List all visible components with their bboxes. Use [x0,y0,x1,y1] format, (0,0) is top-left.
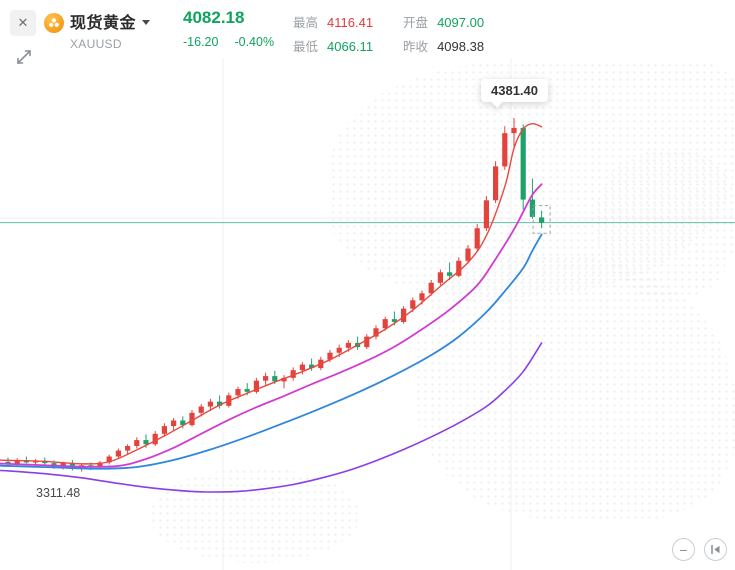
stat-label: 开盘 [403,16,429,30]
candle-body [474,228,480,249]
candle-body [235,389,241,396]
candle-body [410,300,416,309]
close-button[interactable]: ✕ [10,10,36,36]
candle-body [253,380,259,392]
candle-body [281,377,287,382]
candle-body [207,401,213,407]
stat-low: 最低 4066.11 [293,36,373,55]
candle-body [115,450,121,457]
stat-value: 4098.38 [437,39,485,54]
candle-body [189,412,195,426]
candle-body [171,420,177,427]
candle-body [263,376,269,381]
overlay-ma-mid [0,183,543,468]
daily-stats: 最高 4116.41 开盘 4097.00 最低 4066.11 昨收 4098… [293,12,484,55]
candle-body [327,352,333,360]
expand-icon[interactable] [13,46,35,68]
candle-body [244,389,250,392]
candle-body [511,127,517,134]
candle-body [483,200,489,229]
stat-value: 4097.00 [437,15,485,30]
stat-open: 开盘 4097.00 [403,12,484,31]
candle-body [401,308,407,322]
expand-arrows-icon [17,50,31,64]
chevron-down-icon [142,19,151,25]
candle-body [520,127,526,200]
candle-body [134,440,140,447]
change-value: -16.20 [183,35,219,49]
candle-body [437,272,443,283]
candle-body [373,328,379,337]
minus-icon: − [679,541,688,558]
candle-body [529,199,535,217]
candle-body [419,293,425,301]
candle-body [428,282,434,294]
candle-body [180,420,186,426]
stat-label: 最低 [293,40,319,54]
candle-body [143,440,149,445]
price-change: -16.20 -0.40% [183,35,274,49]
zoom-out-button[interactable]: − [672,538,695,561]
candle-body [51,463,57,466]
candle-body [97,462,103,468]
candle-body [382,319,388,329]
stat-label: 昨收 [403,40,429,54]
stat-label: 最高 [293,16,319,30]
candle-body [493,166,499,201]
instrument-code: XAUUSD [70,37,122,51]
low-price-label: 3311.48 [31,485,86,501]
candle-body [60,462,66,466]
candle-body [539,217,545,223]
candle-body [217,401,223,406]
candle-body [161,426,167,434]
candle-body [125,446,131,451]
instrument-dropdown[interactable]: 现货黄金 [70,9,151,33]
price-block: 4082.18 -16.20 -0.40% [183,8,274,49]
last-price: 4082.18 [183,8,245,27]
candle-body [290,370,296,378]
candle-body [69,462,75,469]
candle-body [152,433,158,445]
candle-body [14,460,20,464]
candle-body [364,336,370,348]
candle-body [106,456,112,463]
candle-body [345,342,351,348]
candle-body [447,272,453,276]
stat-value: 4116.41 [327,15,374,30]
candle-body [272,376,278,382]
stat-value: 4066.11 [327,39,374,54]
candle-body [198,406,204,413]
candle-body [299,364,305,371]
candle-body [309,364,315,369]
candle-body [5,461,11,464]
change-percent: -0.40% [234,35,275,49]
candle-body [465,248,471,261]
candle-body [502,133,508,167]
skip-icon [711,544,720,555]
instrument-name: 现货黄金 [70,15,137,32]
candle-body [336,347,342,353]
instrument-title-block: 现货黄金 XAUUSD [70,9,151,51]
stat-prev-close: 昨收 4098.38 [403,36,484,55]
jump-to-latest-button[interactable] [704,538,727,561]
candle-body [391,319,397,322]
peak-price-tooltip: 4381.40 [481,79,548,102]
chart-controls: − [672,538,727,561]
overlay-ma-fast [0,123,543,465]
stat-high: 最高 4116.41 [293,12,373,31]
gold-coin-icon [44,13,64,33]
